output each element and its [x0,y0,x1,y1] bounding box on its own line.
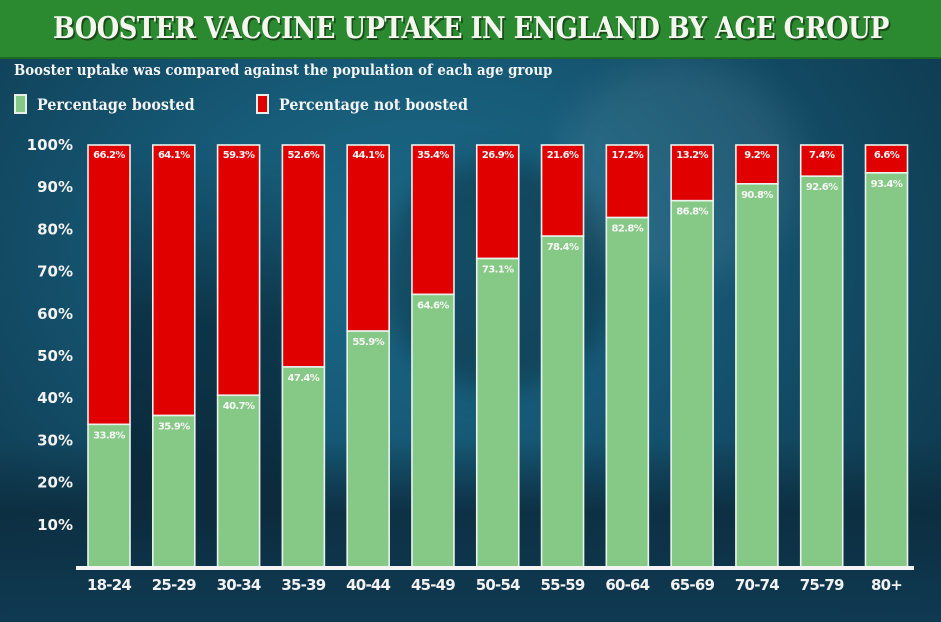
data-label-boosted: 93.4% [871,179,903,190]
bar-segment-not-boosted [346,144,390,332]
x-tick-label: 65-69 [670,576,714,594]
data-label-not-boosted: 13.2% [676,150,708,161]
y-tick-label: 30% [37,431,73,449]
data-label-not-boosted: 17.2% [611,150,643,161]
y-tick-label: 100% [27,136,73,154]
data-label-not-boosted: 9.2% [744,150,770,161]
legend-swatch-not-boosted [256,94,270,114]
title-banner: BOOSTER VACCINE UPTAKE IN ENGLAND BY AGE… [0,0,941,59]
bar-segment-boosted [605,216,650,568]
bar-segment-not-boosted [670,144,714,202]
bar-group: 66.2% 33.8% [87,144,131,568]
data-label-not-boosted: 7.4% [809,150,835,161]
bar-segment-not-boosted [475,144,520,260]
y-tick-label: 70% [37,263,73,281]
data-label-not-boosted: 66.2% [93,150,125,161]
data-label-boosted: 55.9% [352,337,384,348]
bar-group: 44.1% 55.9% [346,144,390,568]
legend-item-boosted: Percentage boosted [14,94,208,114]
data-label-boosted: 82.8% [611,224,643,235]
data-label-not-boosted: 64.1% [158,150,190,161]
x-tick-label: 45-49 [411,576,455,594]
data-label-boosted: 90.8% [741,190,773,201]
bar-group: 6.6% 93.4% [864,144,909,568]
bar-group: 9.2% 90.8% [735,144,779,568]
y-tick-label: 60% [37,305,73,323]
y-tick-label: 80% [37,220,73,238]
bar-segment-boosted [475,257,520,568]
x-tick-label: 30-34 [217,576,261,594]
x-tick-label: 35-39 [281,576,325,594]
bar-segment-boosted [411,293,455,568]
y-tick-label: 50% [37,347,73,365]
bar-group: 35.4% 64.6% [411,144,455,568]
data-label-boosted: 47.4% [288,373,320,384]
bar-segment-boosted [216,394,261,568]
data-label-boosted: 64.6% [417,300,449,311]
data-label-not-boosted: 59.3% [223,150,255,161]
bar-segment-not-boosted [87,144,131,426]
bar-segment-boosted [735,183,779,568]
data-label-boosted: 35.9% [158,422,190,433]
bar-segment-not-boosted [151,144,196,417]
bar-group: 52.6% 47.4% [281,144,326,568]
bar-segment-boosted [670,199,714,568]
bar-segment-boosted [864,172,909,568]
bar-segment-not-boosted [411,144,455,296]
bar-group: 26.9% 73.1% [475,144,520,568]
y-tick-label: 40% [37,389,73,407]
bar-segment-boosted [346,330,390,568]
x-tick-label: 55-59 [541,576,585,594]
data-label-boosted: 78.4% [547,242,579,253]
x-tick-label: 60-64 [605,576,649,594]
y-tick-label: 20% [37,474,73,492]
bar-segment-boosted [281,366,326,568]
chart-subtitle: Booster uptake was compared against the … [14,62,553,79]
legend: Percentage boosted Percentage not booste… [14,94,533,114]
x-tick-label: 80+ [871,576,902,594]
bar-group: 7.4% 92.6% [799,144,844,568]
y-tick-label: 10% [37,516,73,534]
x-tick-label: 75-79 [800,576,844,594]
legend-label-boosted: Percentage boosted [37,94,195,114]
legend-swatch-boosted [14,94,27,114]
bar-group: 17.2% 82.8% [605,144,650,568]
data-label-not-boosted: 21.6% [547,150,579,161]
bar-segment-not-boosted [281,144,326,368]
bar-segment-not-boosted [864,144,909,174]
x-tick-label: 18-24 [87,576,131,594]
data-label-not-boosted: 44.1% [352,150,384,161]
bar-group: 21.6% 78.4% [540,144,585,568]
x-tick-label: 25-29 [152,576,196,594]
bar-group: 13.2% 86.8% [670,144,714,568]
data-label-boosted: 86.8% [676,207,708,218]
bar-group: 59.3% 40.7% [216,144,261,568]
bar-segment-boosted [540,235,585,568]
data-label-not-boosted: 35.4% [417,150,449,161]
chart-title: BOOSTER VACCINE UPTAKE IN ENGLAND BY AGE… [52,11,889,46]
data-label-boosted: 92.6% [806,182,838,193]
bar-segment-boosted [87,423,131,568]
legend-item-not-boosted: Percentage not boosted [256,94,484,114]
bar-segment-boosted [799,175,844,568]
data-label-not-boosted: 6.6% [874,150,900,161]
x-tick-label: 70-74 [735,576,779,594]
y-tick-label: 90% [37,178,73,196]
data-label-boosted: 73.1% [482,265,514,276]
data-label-not-boosted: 52.6% [288,150,320,161]
x-axis: 18-24 25-29 30-34 35-39 40-44 45-49 50-54 55-59… [87,576,903,594]
bar-segment-not-boosted [216,144,261,397]
y-axis: 10% 20% 30% 40% 50% 60% 70% 80% 90% 100% [27,136,73,534]
legend-label-not-boosted: Percentage not boosted [279,94,469,114]
bar-segment-boosted [151,414,196,568]
data-label-boosted: 33.8% [93,430,125,441]
x-tick-label: 40-44 [346,576,390,594]
data-label-not-boosted: 26.9% [482,150,514,161]
bar-segment-not-boosted [799,144,844,178]
data-label-boosted: 40.7% [223,401,255,412]
bars: 66.2% 33.8% 64.1% 35.9% 59.3% 40.7% 52.6% 47.4%… [87,144,909,568]
bar-group: 64.1% 35.9% [151,144,196,568]
x-tick-label: 50-54 [476,576,520,594]
